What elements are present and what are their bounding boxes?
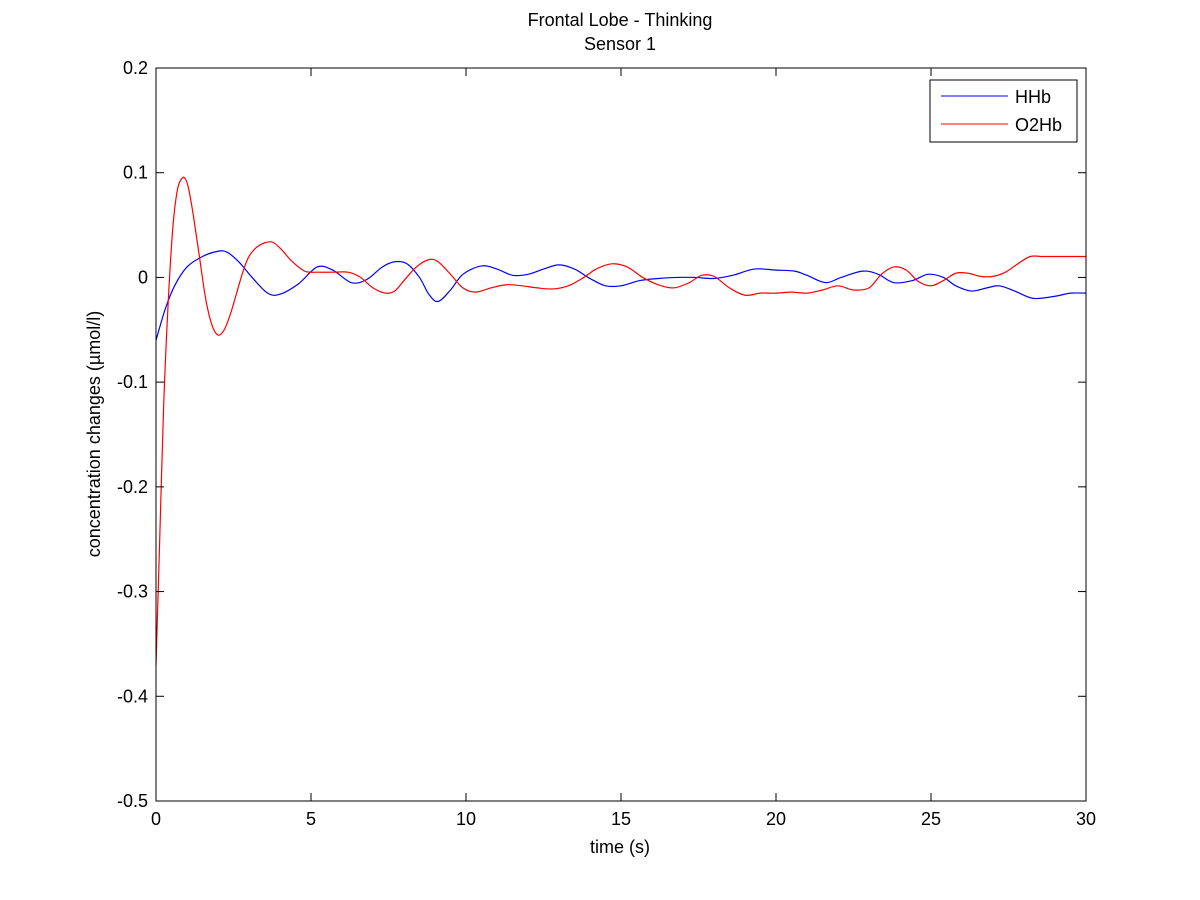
chart-subtitle: Sensor 1 [584, 34, 656, 54]
series-line-o2hb [156, 176, 1086, 665]
y-tick-label: -0.1 [117, 372, 148, 392]
legend-label-o2hb: O2Hb [1015, 115, 1062, 135]
y-tick-label: 0 [138, 267, 148, 287]
y-tick-label: -0.4 [117, 686, 148, 706]
series-line-hhb [156, 250, 1086, 341]
y-tick-label: 0.1 [123, 163, 148, 183]
x-tick-label: 15 [611, 809, 631, 829]
x-axis-ticks: 0 5 10 15 20 25 30 [151, 68, 1096, 829]
y-tick-label: -0.5 [117, 791, 148, 811]
y-axis-label: concentration changes (µmol/l) [84, 311, 104, 558]
y-axis-ticks: -0.5 -0.4 -0.3 -0.2 -0.1 0 0.1 0.2 [117, 58, 1086, 811]
x-tick-label: 0 [151, 809, 161, 829]
x-tick-label: 20 [766, 809, 786, 829]
legend: HHb O2Hb [929, 79, 1078, 143]
x-tick-label: 10 [456, 809, 476, 829]
x-tick-label: 30 [1076, 809, 1096, 829]
y-tick-label: -0.3 [117, 582, 148, 602]
chart-title: Frontal Lobe - Thinking [528, 10, 713, 30]
x-tick-label: 5 [306, 809, 316, 829]
x-axis-label: time (s) [590, 837, 650, 857]
x-tick-label: 25 [921, 809, 941, 829]
legend-label-hhb: HHb [1015, 87, 1051, 107]
y-tick-label: 0.2 [123, 58, 148, 78]
series-layer [156, 176, 1086, 665]
legend-box [929, 79, 1078, 143]
y-tick-label: -0.2 [117, 477, 148, 497]
